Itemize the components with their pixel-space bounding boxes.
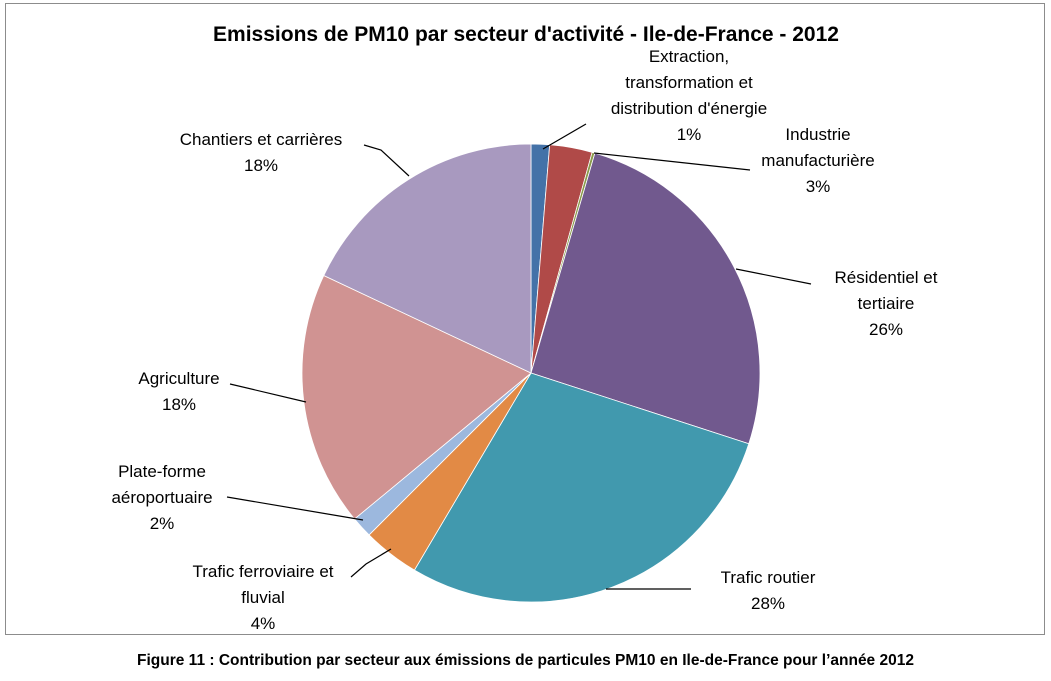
slice-label-5: Trafic ferroviaire et fluvial 4%	[192, 562, 333, 633]
chart-frame: Emissions de PM10 par secteur d'activité…	[5, 3, 1045, 635]
slice-label-6: Plate-forme aéroportuaire 2%	[111, 462, 212, 533]
leader-line-5	[350, 548, 392, 578]
slice-name-label: Plate-forme	[118, 462, 206, 481]
pie-slice-4	[413, 372, 750, 603]
leader-line-8	[363, 144, 410, 177]
slice-percent-label: 18%	[244, 156, 278, 175]
slice-percent-label: 3%	[806, 177, 831, 196]
slice-name-label: Agriculture	[138, 369, 219, 388]
slice-name-label: Chantiers et carrières	[180, 130, 343, 149]
leader-line-3	[735, 268, 812, 285]
pie-slice-8	[323, 143, 532, 374]
chart-title: Emissions de PM10 par secteur d'activité…	[213, 23, 839, 46]
slice-name-label: Extraction,	[649, 47, 729, 66]
slice-name-label: distribution d'énergie	[611, 99, 767, 118]
leader-line-2	[593, 152, 751, 171]
slice-name-label: tertiaire	[858, 294, 915, 313]
slice-name-label: Trafic ferroviaire et	[192, 562, 333, 581]
slice-name-label: fluvial	[241, 588, 284, 607]
slice-name-label: Trafic routier	[721, 568, 816, 587]
slice-label-0: Extraction, transformation et distribution…	[611, 47, 767, 144]
slice-percent-label: 28%	[751, 594, 785, 613]
pie-slice-3	[530, 152, 761, 445]
slice-percent-label: 18%	[162, 395, 196, 414]
figure-caption: Figure 11 : Contribution par secteur aux…	[137, 652, 914, 669]
slice-percent-label: 26%	[869, 320, 903, 339]
leader-line-7	[229, 383, 307, 403]
slice-percent-label: 1%	[677, 125, 702, 144]
slice-percent-label: 4%	[251, 614, 276, 633]
leader-line-6	[226, 496, 364, 521]
slice-name-label: aéroportuaire	[111, 488, 212, 507]
slice-name-label: manufacturière	[761, 151, 874, 170]
slice-name-label: Résidentiel et	[834, 268, 937, 287]
slice-label-7: Agriculture 18%	[138, 369, 219, 414]
leader-line-0	[542, 123, 587, 150]
slice-label-4: Trafic routier 28%	[721, 568, 816, 613]
slice-name-label: Industrie	[785, 125, 850, 144]
slice-name-label: transformation et	[625, 73, 753, 92]
slice-label-8: Chantiers et carrières 18%	[180, 130, 343, 175]
slice-label-3: Résidentiel et tertiaire 26%	[834, 268, 937, 339]
slice-percent-label: 2%	[150, 514, 175, 533]
slice-label-2: Industrie manufacturière 3%	[761, 125, 874, 196]
pie-chart: Extraction, transformation et distribution…	[111, 47, 937, 633]
